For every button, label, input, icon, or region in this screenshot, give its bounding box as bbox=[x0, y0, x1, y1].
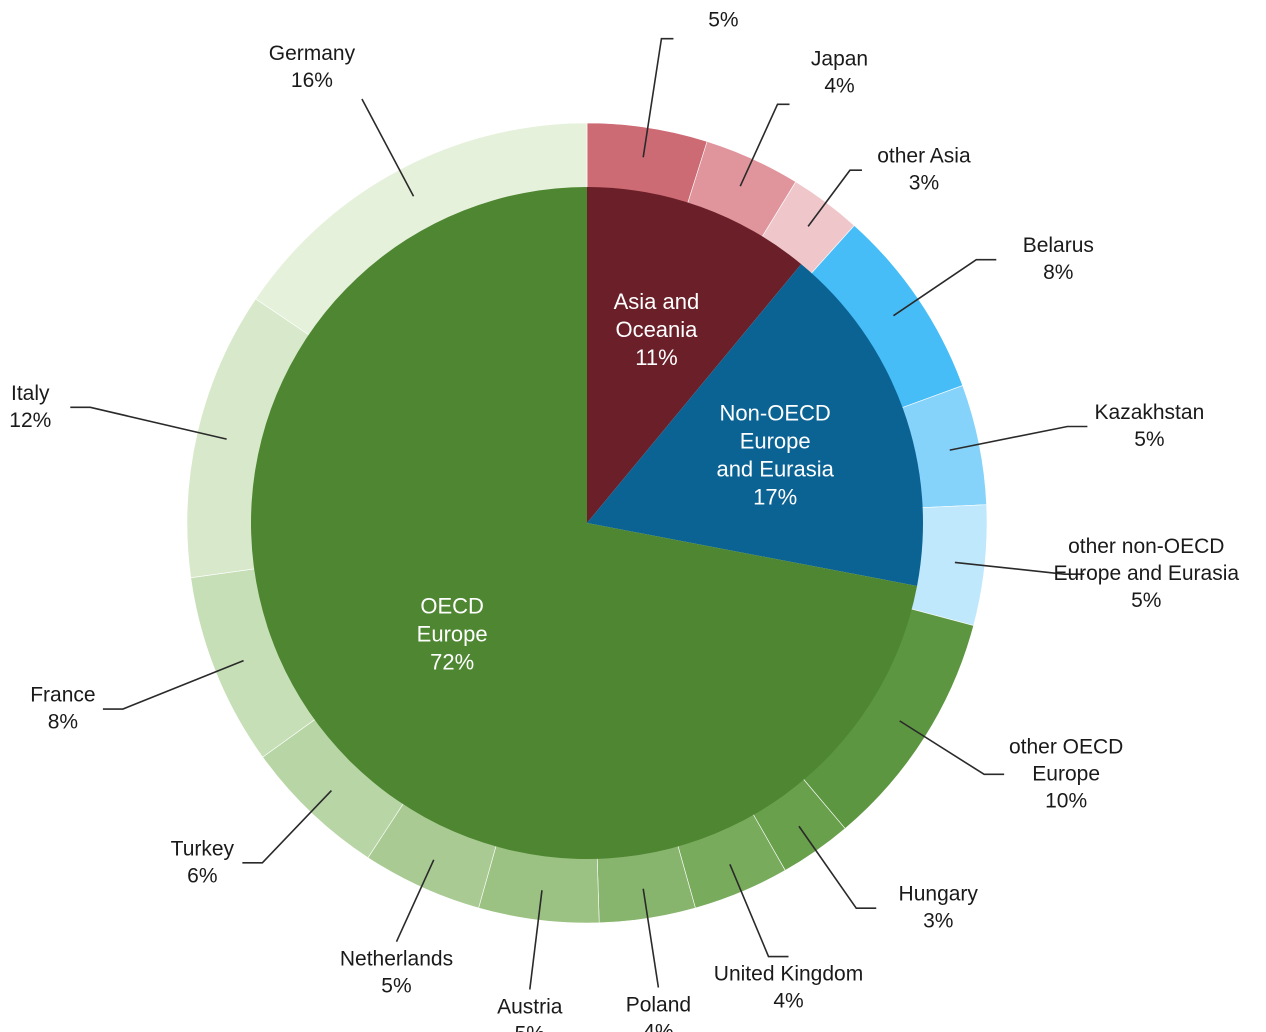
inner-label-asia-and-oceania: Asia and Oceania 11% bbox=[614, 289, 700, 370]
leader-line-austria bbox=[529, 890, 543, 990]
outer-ring bbox=[186, 122, 988, 924]
outer-label-italy: Italy 12% bbox=[9, 382, 51, 432]
outer-label-united-kingdom: United Kingdom 4% bbox=[714, 963, 863, 1013]
leader-line-other-non-oecd-europe-and-eurasia bbox=[954, 561, 1085, 575]
leader-line-hungary bbox=[798, 825, 877, 910]
leader-line-france bbox=[102, 659, 244, 710]
outer-label-poland: Poland4% bbox=[626, 994, 691, 1032]
outer-label-belarus: Belarus 8% bbox=[1023, 234, 1094, 284]
leader-line-other-oecd-europe bbox=[899, 720, 1005, 776]
inner-slice-non-oecd-europe-and-eurasia bbox=[587, 264, 924, 586]
leader-line-italy bbox=[70, 406, 227, 440]
outer-label-china: China5% bbox=[696, 0, 751, 32]
leader-line-netherlands bbox=[395, 859, 435, 943]
outer-label-other-asia: other Asia 3% bbox=[877, 145, 971, 195]
leader-lines bbox=[70, 37, 1088, 990]
outer-label-austria: Austria5% bbox=[497, 996, 563, 1032]
outer-label-netherlands: Netherlands 5% bbox=[340, 948, 453, 998]
inner-pie bbox=[251, 187, 924, 859]
leader-line-united-kingdom bbox=[729, 863, 789, 958]
inner-label-non-oecd-europe-and-eurasia: Non-OECD Europe and Eurasia 17% bbox=[716, 400, 834, 509]
leader-line-belarus bbox=[893, 258, 997, 317]
leader-line-other-asia bbox=[807, 169, 862, 227]
outer-label-hungary: Hungary 3% bbox=[899, 883, 979, 933]
outer-label-turkey: Turkey 6% bbox=[171, 837, 235, 887]
leader-line-poland bbox=[642, 888, 660, 988]
inner-slice-oecd-europe bbox=[251, 187, 918, 859]
inner-slice-asia-and-oceania bbox=[587, 187, 802, 523]
inner-label-oecd-europe: OECD Europe 72% bbox=[417, 594, 488, 675]
outer-label-kazakhstan: Kazakhstan 5% bbox=[1095, 401, 1205, 451]
outer-label-france: France 8% bbox=[30, 684, 95, 734]
leader-line-germany bbox=[361, 98, 415, 197]
leader-line-japan bbox=[739, 103, 790, 187]
leader-line-china bbox=[642, 37, 674, 158]
outer-label-japan: Japan 4% bbox=[811, 47, 868, 97]
outer-label-other-non-oecd-europe-and-eurasia: other non-OECD Europe and Eurasia 5% bbox=[1053, 535, 1239, 612]
outer-label-other-oecd-europe: other OECD Europe 10% bbox=[1009, 735, 1123, 812]
inner-labels: Asia and Oceania 11%Non-OECD Europe and Eura… bbox=[417, 289, 835, 674]
leader-line-kazakhstan bbox=[949, 425, 1088, 451]
outer-label-germany: Germany 16% bbox=[269, 42, 356, 92]
leader-line-turkey bbox=[242, 789, 333, 864]
